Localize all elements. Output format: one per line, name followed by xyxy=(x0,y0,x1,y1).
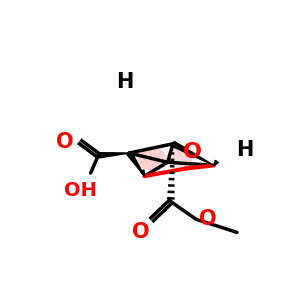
Text: O: O xyxy=(56,132,74,152)
Ellipse shape xyxy=(138,148,167,171)
Ellipse shape xyxy=(167,145,194,166)
Polygon shape xyxy=(98,153,129,158)
Text: H: H xyxy=(236,140,253,160)
Polygon shape xyxy=(172,141,214,165)
Text: H: H xyxy=(117,72,134,92)
Text: O: O xyxy=(132,222,149,242)
Text: O: O xyxy=(183,142,202,161)
Polygon shape xyxy=(140,170,145,176)
Polygon shape xyxy=(214,160,218,165)
Text: O: O xyxy=(199,209,217,229)
Polygon shape xyxy=(127,152,145,176)
Text: OH: OH xyxy=(64,181,97,200)
